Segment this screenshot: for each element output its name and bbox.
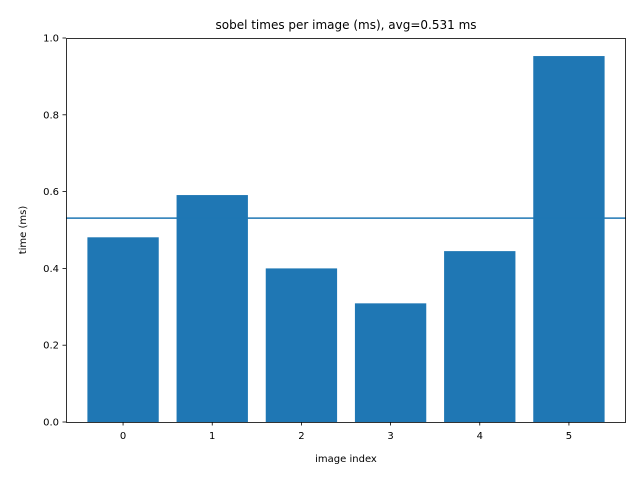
chart-title: sobel times per image (ms), avg=0.531 ms	[215, 18, 476, 32]
x-tick-label: 4	[477, 431, 483, 442]
x-axis-ticks: 0 1 2 3 4 5	[120, 422, 572, 442]
x-tick-label: 1	[209, 431, 215, 442]
bar-0	[87, 237, 159, 422]
bar-1	[176, 195, 248, 422]
bar-5	[533, 56, 605, 423]
x-tick-label: 0	[120, 431, 126, 442]
bar-2	[265, 268, 338, 422]
x-axis-label: image index	[315, 454, 377, 465]
y-tick-label: 0.4	[43, 264, 59, 275]
y-tick-label: 0.6	[43, 187, 59, 198]
bar-3	[354, 303, 427, 422]
plot-frame	[66, 38, 626, 423]
y-axis-label: time (ms)	[18, 206, 29, 255]
x-tick-label: 2	[298, 431, 304, 442]
x-tick-label: 5	[566, 431, 572, 442]
y-tick-label: 0.8	[43, 110, 59, 121]
y-axis-ticks: 0.0 0.2 0.4 0.6 0.8 1.0	[43, 34, 66, 429]
x-tick-label: 3	[387, 431, 393, 442]
y-tick-label: 1.0	[43, 34, 59, 45]
bar-4	[444, 251, 516, 422]
y-tick-label: 0.0	[43, 418, 59, 429]
bars-group	[87, 56, 605, 423]
y-tick-label: 0.2	[43, 341, 59, 352]
